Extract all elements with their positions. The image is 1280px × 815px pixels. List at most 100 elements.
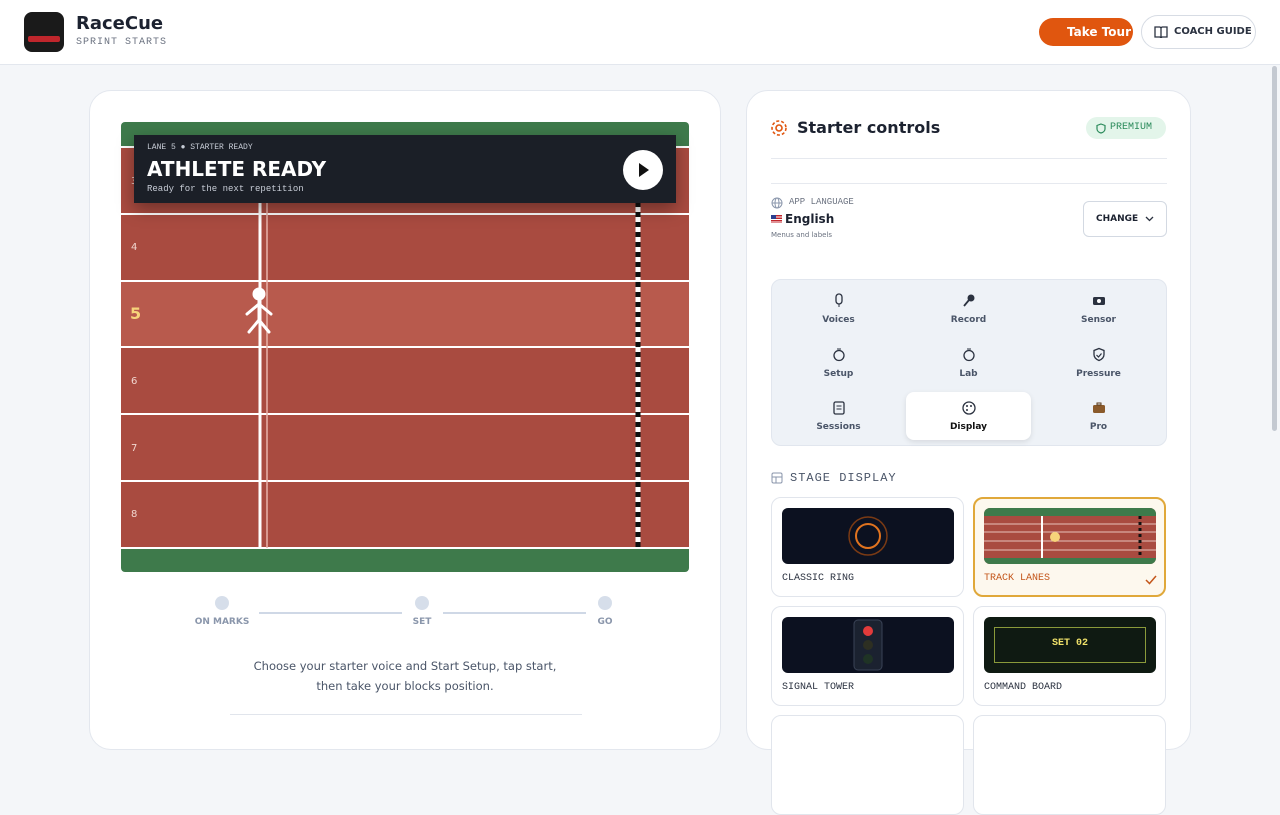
preview xyxy=(782,508,954,564)
status-tag: STARTER READY xyxy=(190,143,253,152)
status-subline: Ready for the next repetition xyxy=(147,184,304,194)
display-option[interactable] xyxy=(973,715,1166,815)
tab-icon xyxy=(1092,347,1105,362)
lane-number: 4 xyxy=(131,242,137,253)
change-language-button[interactable]: CHANGE xyxy=(1083,201,1167,237)
lane-number-active: 5 xyxy=(130,304,141,323)
tab-label: Voices xyxy=(822,315,855,325)
lane-number: 7 xyxy=(131,443,137,454)
app-tagline: SPRINT STARTS xyxy=(76,37,168,48)
status-overlay: LANE 5 ● STARTER READY ATHLETE READY Rea… xyxy=(134,135,676,203)
tab-icon xyxy=(834,293,843,307)
premium-badge: PREMIUM xyxy=(1086,117,1166,139)
tab-icon xyxy=(962,348,975,362)
lane-tag: LANE 5 xyxy=(147,143,176,152)
step-dot xyxy=(415,596,429,610)
app-name: RaceCue xyxy=(76,13,164,34)
board-frame xyxy=(994,627,1146,663)
board-text: SET 02 xyxy=(1051,638,1088,649)
tab-icon xyxy=(1092,297,1105,305)
check-icon xyxy=(1145,575,1157,585)
book-icon xyxy=(1154,26,1168,38)
tab-icon xyxy=(1092,402,1105,413)
tower-preview xyxy=(853,619,883,671)
chevron-icon xyxy=(1145,216,1154,222)
take-tour-label: Take Tour xyxy=(1067,25,1132,39)
play-button[interactable] xyxy=(622,149,664,191)
tab-label: Sensor xyxy=(1081,315,1116,325)
coach-guide-button[interactable]: COACH GUIDE xyxy=(1141,15,1256,49)
tab-button[interactable]: Display xyxy=(906,400,1031,432)
athlete-figure xyxy=(245,287,273,334)
tab-icon xyxy=(961,401,976,415)
instruction-text: Choose your starter voice and Start Setu… xyxy=(253,659,557,693)
ring-preview xyxy=(848,516,888,556)
gear-icon xyxy=(771,120,787,136)
tab-icon xyxy=(832,401,845,415)
display-label: SIGNAL TOWER xyxy=(782,682,855,693)
divider xyxy=(771,183,1167,184)
tab-icon xyxy=(962,294,974,307)
preview: SET 02 xyxy=(984,617,1156,673)
globe-icon xyxy=(771,197,783,209)
step-label: ON MARKS xyxy=(194,617,250,627)
language-label: APP LANGUAGE xyxy=(789,197,854,207)
tab-label: Display xyxy=(949,422,988,432)
tab-button[interactable]: Setup xyxy=(776,347,901,379)
lanes-preview xyxy=(984,508,1156,564)
top-bar: RaceCue SPRINT STARTS Take Tour COACH GU… xyxy=(0,0,1280,65)
step-dot xyxy=(215,596,229,610)
lane-number: 8 xyxy=(131,509,137,520)
preview xyxy=(782,617,954,673)
tab-button[interactable]: Pressure xyxy=(1036,347,1161,379)
tab-selected-bg xyxy=(906,392,1031,440)
panel-title: Starter controls xyxy=(797,118,941,137)
display-option[interactable]: SET 02 COMMAND BOARD xyxy=(973,606,1166,706)
tab-icon xyxy=(832,348,845,362)
display-option[interactable]: SIGNAL TOWER xyxy=(771,606,964,706)
tab-label: Lab xyxy=(959,369,978,379)
display-label: CLASSIC RING xyxy=(782,573,855,584)
change-label: CHANGE xyxy=(1096,214,1139,224)
layout-icon xyxy=(771,472,783,484)
step-dot xyxy=(598,596,612,610)
tab-label: Setup xyxy=(823,369,854,379)
step-track xyxy=(215,596,612,614)
divider xyxy=(230,714,582,715)
take-tour-button[interactable]: Take Tour xyxy=(1039,18,1133,46)
status-headline: ATHLETE READY xyxy=(147,157,327,181)
app-logo xyxy=(24,12,64,52)
tab-button[interactable]: Lab xyxy=(906,347,1031,379)
tab-button[interactable]: Sessions xyxy=(776,400,901,432)
step-label: SET xyxy=(412,617,432,627)
display-label: TRACK LANES xyxy=(984,573,1051,584)
active-lane xyxy=(121,281,689,347)
tab-label: Sessions xyxy=(816,422,861,432)
scrollbar xyxy=(1272,66,1277,431)
tab-button[interactable]: Voices xyxy=(776,293,901,325)
display-option[interactable] xyxy=(771,715,964,815)
tab-label: Pressure xyxy=(1076,369,1121,379)
tab-button[interactable]: Pro xyxy=(1036,400,1161,432)
tab-label: Record xyxy=(950,315,987,325)
preview xyxy=(984,508,1156,564)
tab-button[interactable]: Sensor xyxy=(1036,293,1161,325)
section-title: STAGE DISPLAY xyxy=(790,471,897,485)
flag-icon xyxy=(771,215,782,223)
step-label: GO xyxy=(597,617,613,627)
language-value: English xyxy=(785,212,835,226)
display-option[interactable]: CLASSIC RING xyxy=(771,497,964,597)
status-tags: LANE 5 ● STARTER READY xyxy=(147,143,253,152)
shield-icon xyxy=(1096,123,1106,134)
display-label: COMMAND BOARD xyxy=(984,682,1063,693)
premium-label: PREMIUM xyxy=(1110,122,1153,133)
lane-number: 6 xyxy=(131,376,137,387)
tab-button[interactable]: Record xyxy=(906,293,1031,325)
divider xyxy=(771,158,1167,159)
coach-guide-label: COACH GUIDE xyxy=(1174,26,1252,37)
display-option-selected[interactable]: TRACK LANES xyxy=(973,497,1166,597)
tab-label: Pro xyxy=(1089,422,1108,432)
language-hint: Menus and labels xyxy=(771,231,833,239)
